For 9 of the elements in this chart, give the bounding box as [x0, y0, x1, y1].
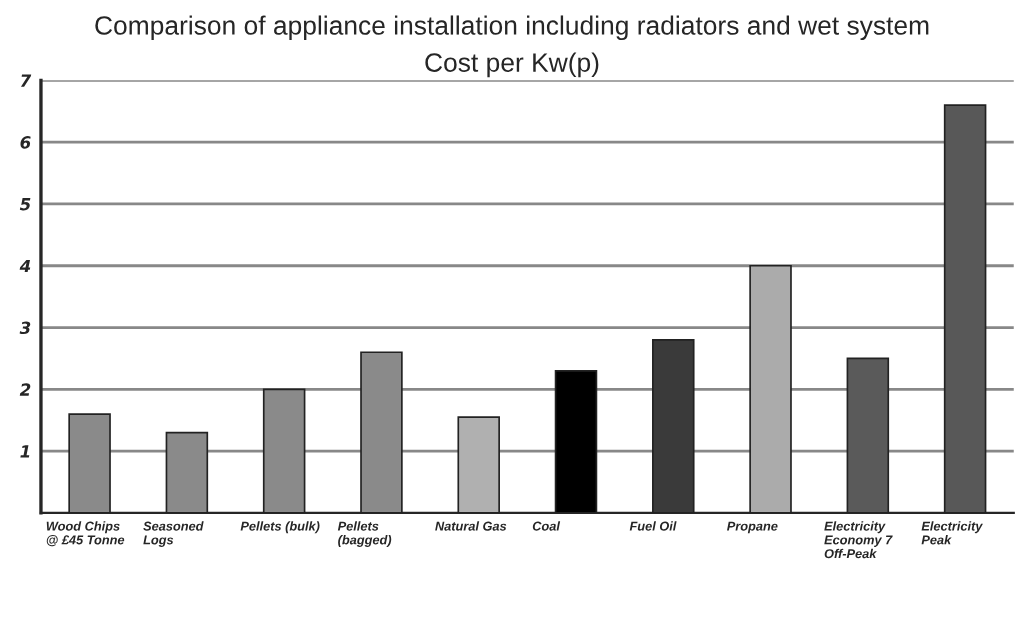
chart-title: Comparison of appliance installation including radiators and wet system: [95, 15, 929, 41]
y-tick-label: 6: [20, 136, 31, 149]
chart-subtitle: Cost per Kw(p): [425, 52, 599, 78]
y-tick-label: 2: [19, 383, 31, 396]
y-tick-label: 3: [19, 321, 31, 335]
y-tick-label: 4: [19, 259, 31, 273]
y-tick-label: 1: [20, 445, 30, 458]
y-tick-label: 7: [20, 74, 32, 87]
y-tick-label: 5: [19, 198, 31, 211]
